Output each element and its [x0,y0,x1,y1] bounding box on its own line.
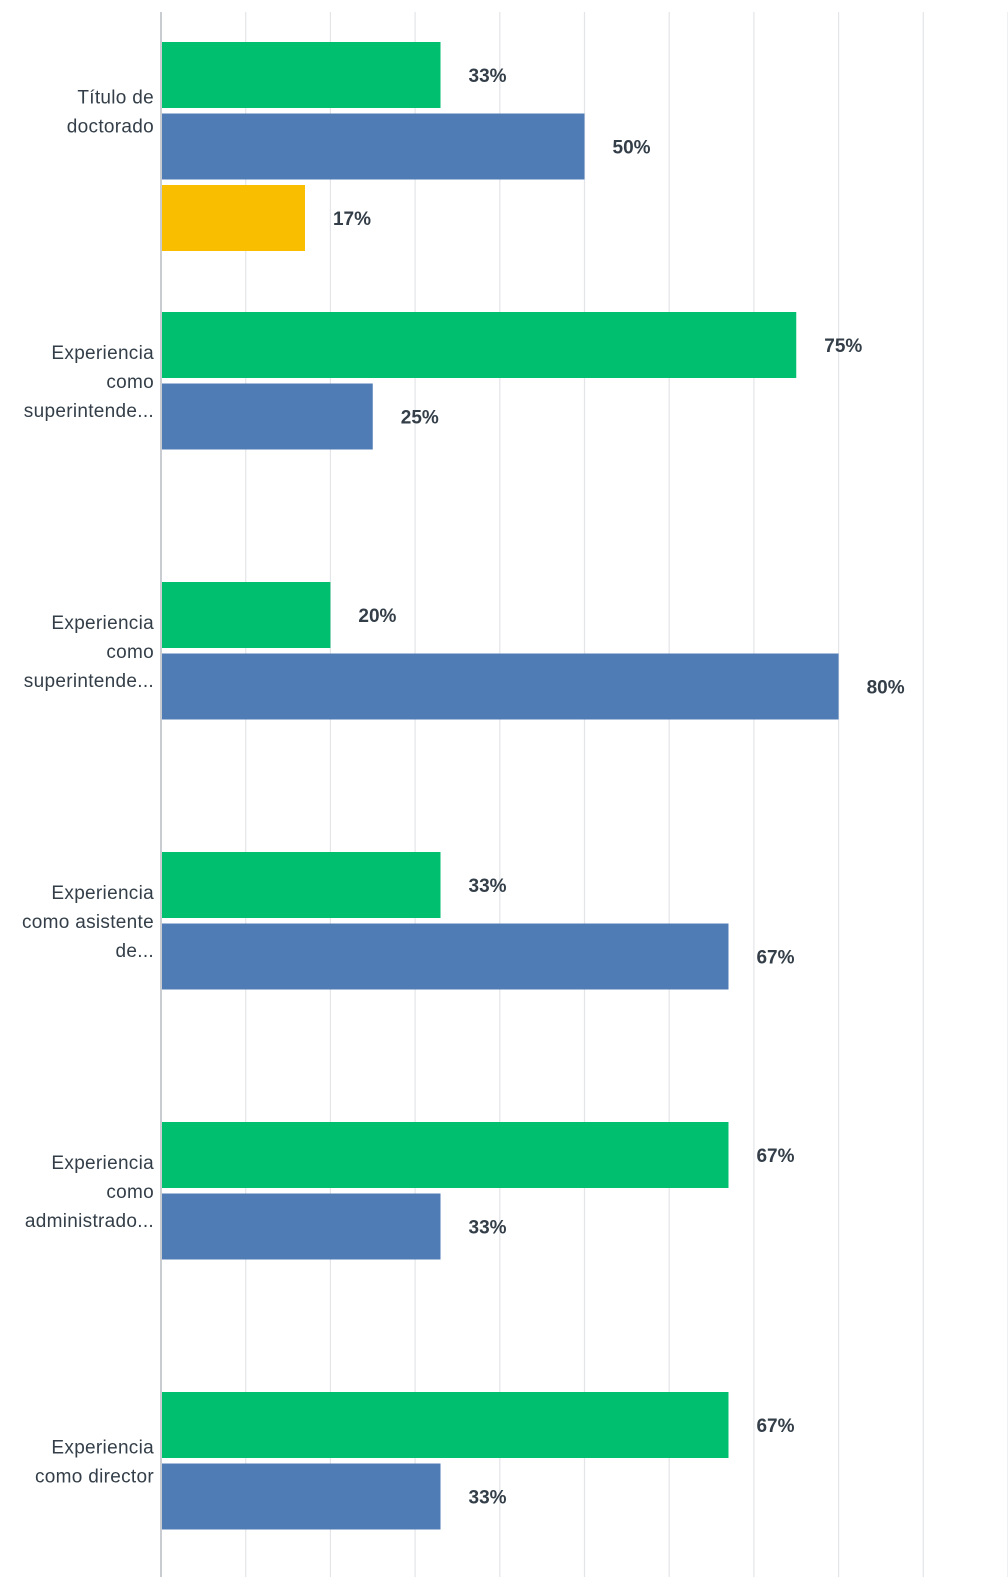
value-labels: 33% 50% 17% 75% 25% 20% 80% 33% 67% 67% 33% 67% 33% [333,66,905,1509]
category-label-2-0: Experiencia [51,613,154,634]
bar-2-0 [161,582,331,648]
category-label-3-2: de... [116,941,154,962]
category-label-2-2: superintende... [24,671,154,692]
gridlines [245,12,1008,1577]
value-label-0-0: 33% [469,66,507,87]
bar-5-0 [161,1392,729,1458]
value-label-4-1: 33% [469,1218,507,1239]
bar-3-1 [161,923,729,990]
category-label-0-1: doctorado [67,116,154,137]
category-label-5-0: Experiencia [51,1437,154,1458]
category-label-2-1: como [106,642,154,663]
value-label-1-0: 75% [824,336,862,357]
bar-0-0 [161,42,441,108]
bars [161,42,839,1530]
value-label-0-1: 50% [613,138,651,159]
category-label-3-0: Experiencia [51,883,154,904]
category-labels: Título de doctorado Experiencia como superin… [22,87,154,1487]
category-label-1-2: superintende... [24,401,154,422]
category-label-4-2: administrado... [25,1211,154,1232]
value-label-1-1: 25% [401,408,439,429]
category-label-5-1: como director [35,1466,154,1487]
bar-1-1 [161,383,373,450]
value-label-2-0: 20% [358,606,396,627]
bar-0-1 [161,113,585,180]
category-label-4-0: Experiencia [51,1153,154,1174]
bar-2-1 [161,653,839,720]
value-label-0-2: 17% [333,209,371,230]
bar-1-0 [161,312,797,378]
category-label-4-1: como [106,1182,154,1203]
value-label-5-1: 33% [469,1488,507,1509]
category-label-1-1: como [106,372,154,393]
bar-0-2 [161,185,305,251]
category-label-0-0: Título de [77,87,154,108]
value-label-4-0: 67% [756,1146,794,1167]
value-label-3-0: 33% [469,876,507,897]
category-label-1-0: Experiencia [51,343,154,364]
value-label-5-0: 67% [756,1416,794,1437]
bar-4-0 [161,1122,729,1188]
bar-4-1 [161,1193,441,1260]
bar-3-0 [161,852,441,918]
value-label-3-1: 67% [756,948,794,969]
bar-5-1 [161,1463,441,1530]
value-label-2-1: 80% [867,678,905,699]
category-label-3-1: como asistente [22,912,154,933]
